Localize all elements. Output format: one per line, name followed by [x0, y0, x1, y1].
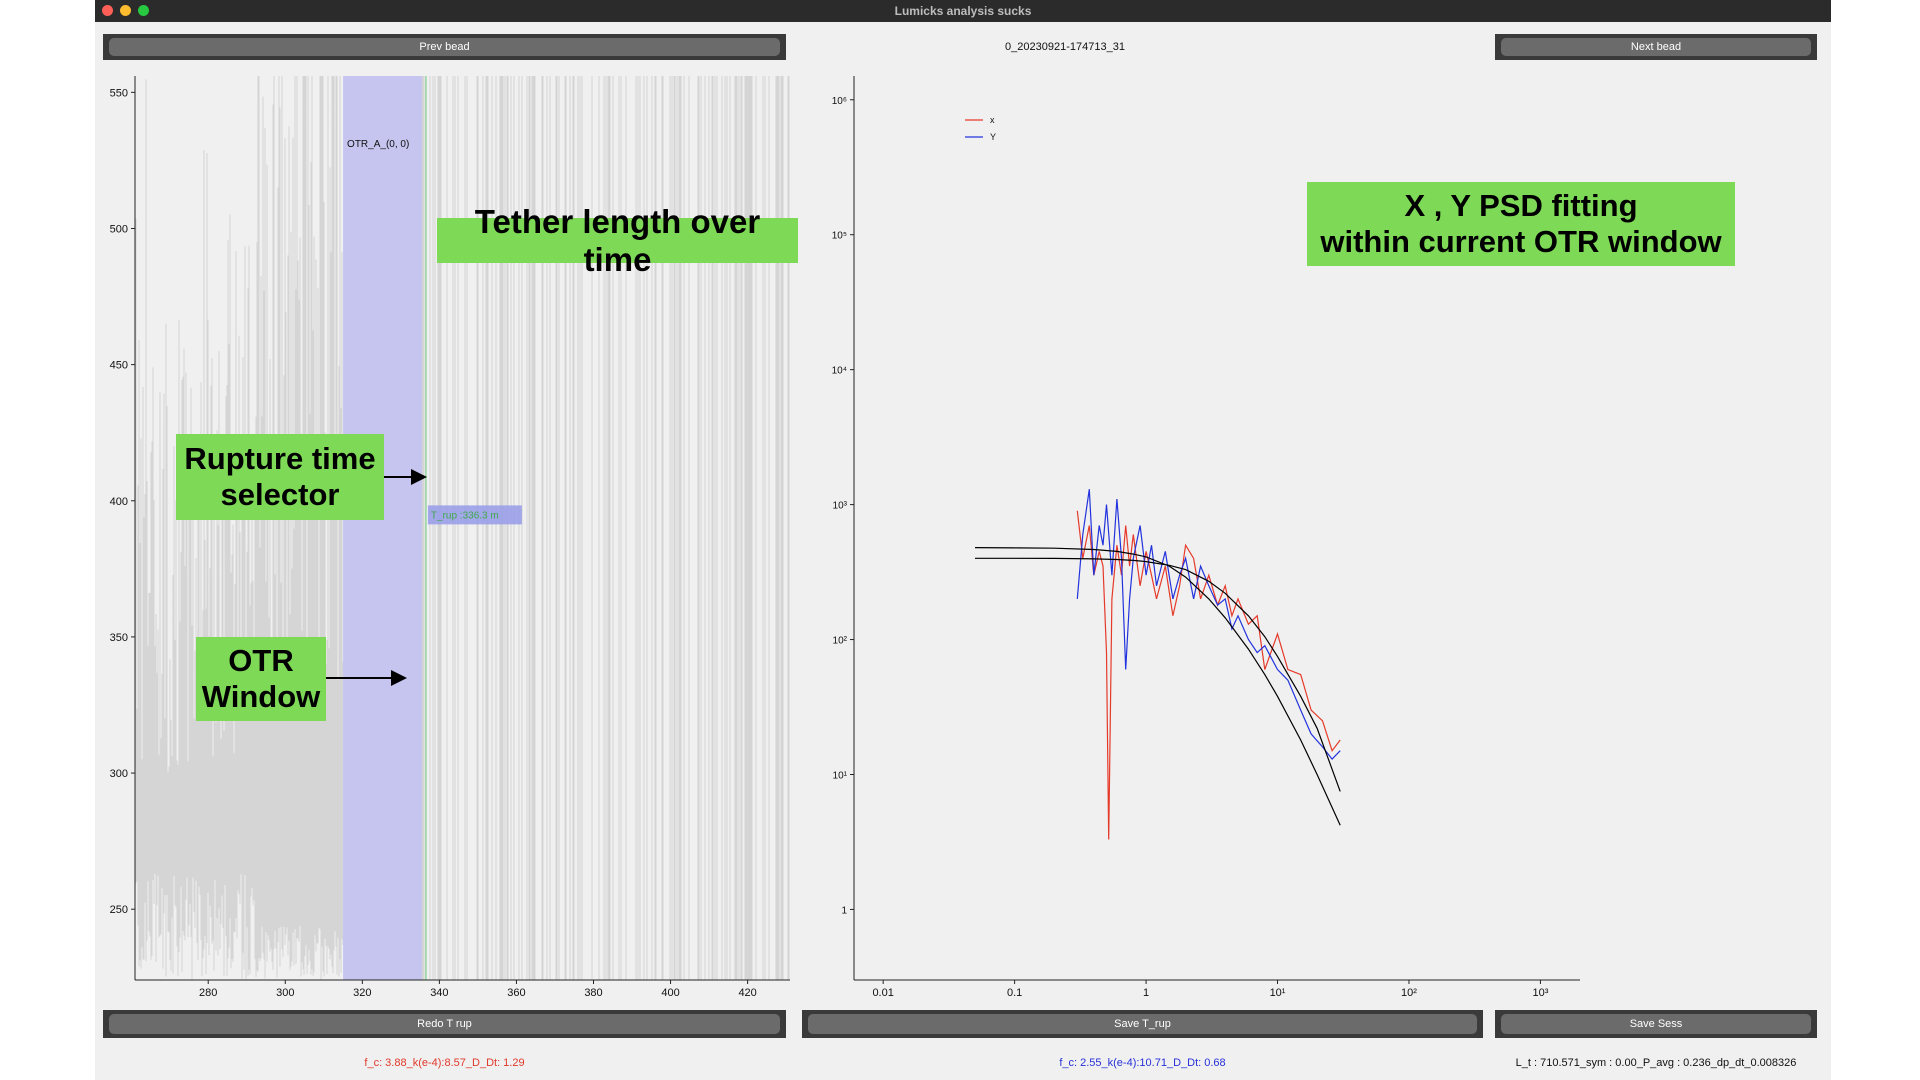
left-y-tick-label: 350: [110, 632, 128, 644]
status-left-fit: f_c: 3.88_k(e-4):8.57_D_Dt: 1.29: [364, 1057, 525, 1069]
left-x-tick-label: 400: [661, 987, 679, 999]
fit-curve-x: [974, 547, 1341, 826]
next-bead-frame: Next bead: [1495, 34, 1817, 60]
left-x-tick-label: 360: [507, 987, 525, 999]
right-y-tick-label: 10¹: [833, 770, 848, 781]
otr-window-region: [343, 76, 423, 980]
file-name-label: 0_20230921-174713_31: [1005, 41, 1125, 53]
left-x-tick-label: 380: [584, 987, 602, 999]
right-x-tick-label: 10²: [1401, 987, 1417, 999]
right-x-tick-label: 0.1: [1007, 987, 1022, 999]
otr-window-annotation: OTR Window: [196, 637, 326, 721]
status-right-info: L_t : 710.571_sym : 0.00_P_avg : 0.236_d…: [1515, 1057, 1797, 1069]
minimize-window-button[interactable]: [120, 5, 131, 16]
left-x-tick-label: 280: [199, 987, 217, 999]
prev-bead-frame: Prev bead: [103, 34, 786, 60]
left-y-tick-label: 300: [110, 768, 128, 780]
left-y-tick-label: 550: [110, 87, 128, 99]
left-x-tick-label: 420: [738, 987, 756, 999]
next-bead-button[interactable]: Next bead: [1501, 38, 1811, 56]
tether-length-annotation: Tether length over time: [437, 203, 798, 278]
left-y-tick-label: 400: [110, 496, 128, 508]
left-y-tick-label: 250: [110, 904, 128, 916]
left-x-tick-label: 320: [353, 987, 371, 999]
save-sess-button[interactable]: Save Sess: [1501, 1014, 1811, 1034]
psd-plot[interactable]: 0.01 0.1 1 10¹ 10² 10³ 10⁶ 10⁵ 10⁴ 10³ 10² 10¹ 1 xY: [810, 62, 1590, 1002]
otr-annotation-line1: OTR: [228, 643, 294, 679]
right-x-tick-label: 0.01: [872, 987, 893, 999]
tether-length-annotation-text: Tether length over time: [474, 202, 761, 278]
legend-label: Y: [990, 132, 996, 142]
left-x-tick-label: 340: [430, 987, 448, 999]
psd-annotation-line1: X , Y PSD fitting: [1404, 188, 1638, 224]
save-sess-frame: Save Sess: [1495, 1010, 1817, 1038]
right-x-tick-label: 10³: [1532, 987, 1548, 999]
right-y-tick-label: 10⁴: [832, 366, 847, 377]
trup-label-box: [427, 505, 522, 525]
prev-bead-button[interactable]: Prev bead: [109, 38, 780, 56]
psd-y-series: [1076, 489, 1341, 761]
tether-length-plot[interactable]: OTR_A_(0, 0) T_rup :336.3 m 550 500 450 400 35…: [95, 62, 795, 1002]
rupture-time-annotation: Rupture time selector: [176, 434, 384, 520]
save-trup-button[interactable]: Save T_rup: [808, 1014, 1477, 1034]
right-y-tick-label: 10⁶: [832, 96, 847, 107]
window-title: Lumicks analysis sucks: [894, 4, 1032, 18]
psd-fitting-annotation: X , Y PSD fitting within current OTR win…: [1307, 182, 1735, 266]
status-middle-fit: f_c: 2.55_k(e-4):10.71_D_Dt: 0.68: [1059, 1057, 1226, 1069]
redo-trup-frame: Redo T rup: [103, 1010, 786, 1038]
right-x-tick-label: 10¹: [1270, 987, 1286, 999]
title-bar: Lumicks analysis sucks: [95, 0, 1831, 22]
right-y-tick-label: 10³: [833, 501, 848, 512]
otr-annotation-line2: Window: [201, 679, 321, 714]
trup-label: T_rup :336.3 m: [431, 510, 499, 521]
otr-window-label: OTR_A_(0, 0): [347, 139, 409, 150]
redo-trup-button[interactable]: Redo T rup: [109, 1014, 780, 1034]
legend-label: x: [990, 115, 995, 125]
psd-legend: xY: [965, 115, 996, 142]
right-y-tick-label: 10⁵: [832, 231, 847, 242]
left-y-tick-label: 450: [110, 360, 128, 372]
left-x-tick-label: 300: [276, 987, 294, 999]
left-y-tick-label: 500: [110, 223, 128, 235]
zoom-window-button[interactable]: [138, 5, 149, 16]
app-window: Lumicks analysis sucks Prev bead 0_20230…: [95, 0, 1831, 1080]
right-x-tick-label: 1: [1143, 987, 1149, 999]
right-y-tick-label: 10²: [833, 636, 848, 647]
save-trup-frame: Save T_rup: [802, 1010, 1483, 1038]
psd-annotation-line2: within current OTR window: [1320, 224, 1722, 259]
rupture-annotation-line1: Rupture time: [184, 441, 376, 477]
close-window-button[interactable]: [102, 5, 113, 16]
right-y-tick-label: 1: [841, 905, 847, 916]
fit-curve-y: [975, 557, 1341, 792]
rupture-annotation-line2: selector: [220, 477, 340, 512]
psd-x-series: [1076, 510, 1341, 840]
